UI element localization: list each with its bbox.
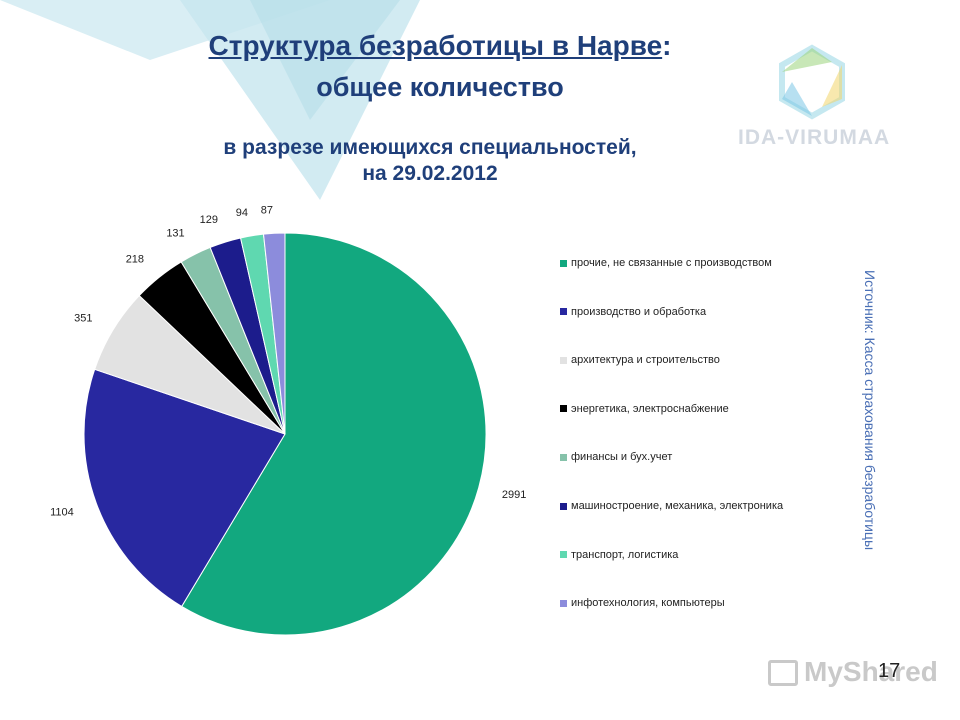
legend-swatch bbox=[560, 308, 567, 316]
slice-value-label: 94 bbox=[236, 207, 248, 219]
slice-value-label: 129 bbox=[200, 214, 218, 226]
legend-swatch bbox=[560, 356, 567, 364]
pie-slice bbox=[83, 368, 286, 608]
logo-icon bbox=[779, 44, 845, 120]
legend-item: инфотехнология, компьютеры bbox=[560, 594, 725, 612]
title-colon: : bbox=[662, 30, 672, 61]
pie-slice bbox=[181, 232, 487, 636]
chart-subtitle-line2: на 29.02.2012 bbox=[362, 162, 498, 185]
slice-value-label: 218 bbox=[126, 254, 144, 266]
source-note: Источник: Касса страхования безработицы bbox=[861, 270, 885, 600]
legend-label: транспорт, логистика bbox=[571, 548, 679, 561]
legend-label: финансы и бух.учет bbox=[571, 451, 673, 464]
legend-swatch bbox=[560, 259, 567, 267]
slice-value-label: 87 bbox=[261, 204, 273, 216]
source-note-text: Источник: Касса страхования безработицы bbox=[862, 270, 878, 551]
legend-label: инфотехнология, компьютеры bbox=[571, 597, 725, 610]
page-number: 17 bbox=[878, 660, 901, 682]
legend-label: энергетика, электроснабжение bbox=[571, 402, 729, 415]
legend-swatch bbox=[560, 551, 567, 559]
legend-item: производство и обработка bbox=[560, 303, 706, 321]
legend-swatch bbox=[560, 453, 567, 461]
slide-title-second-line: общее количество bbox=[316, 72, 564, 102]
chart-subtitle-line1: в разрезе имеющихся специальностей, bbox=[223, 136, 637, 159]
legend-item: транспорт, логистика bbox=[560, 546, 678, 564]
legend-label: архитектура и строительство bbox=[571, 354, 720, 367]
slice-value-label: 1104 bbox=[50, 507, 74, 519]
logo-text: IDA-VIRUMAA bbox=[738, 126, 891, 149]
pie-slice bbox=[262, 232, 286, 435]
legend-swatch bbox=[560, 599, 567, 607]
legend-label: прочие, не связанные с производством bbox=[571, 257, 772, 269]
legend-label: машиностроение, механика, электроника bbox=[571, 500, 784, 512]
legend-swatch bbox=[560, 502, 567, 510]
watermark-icon bbox=[768, 660, 798, 686]
watermark-text: MyShared bbox=[804, 656, 938, 687]
legend-item: энергетика, электроснабжение bbox=[560, 400, 729, 418]
slice-value-label: 131 bbox=[166, 228, 184, 240]
slice-value-label: 351 bbox=[74, 313, 92, 325]
legend-label: производство и обработка bbox=[571, 305, 707, 318]
legend-item: прочие, не связанные с производством bbox=[560, 254, 772, 272]
title-underlined-text: Структура безработицы в Нарве bbox=[208, 30, 663, 61]
legend-item: архитектура и строительство bbox=[560, 351, 720, 369]
slide-title: Структура безработицы в Нарве: bbox=[0, 30, 880, 62]
legend-item: финансы и бух.учет bbox=[560, 448, 672, 466]
legend-item: машиностроение, механика, электроника bbox=[560, 497, 783, 515]
legend-swatch bbox=[560, 405, 567, 413]
slice-value-label: 2991 bbox=[502, 489, 526, 501]
